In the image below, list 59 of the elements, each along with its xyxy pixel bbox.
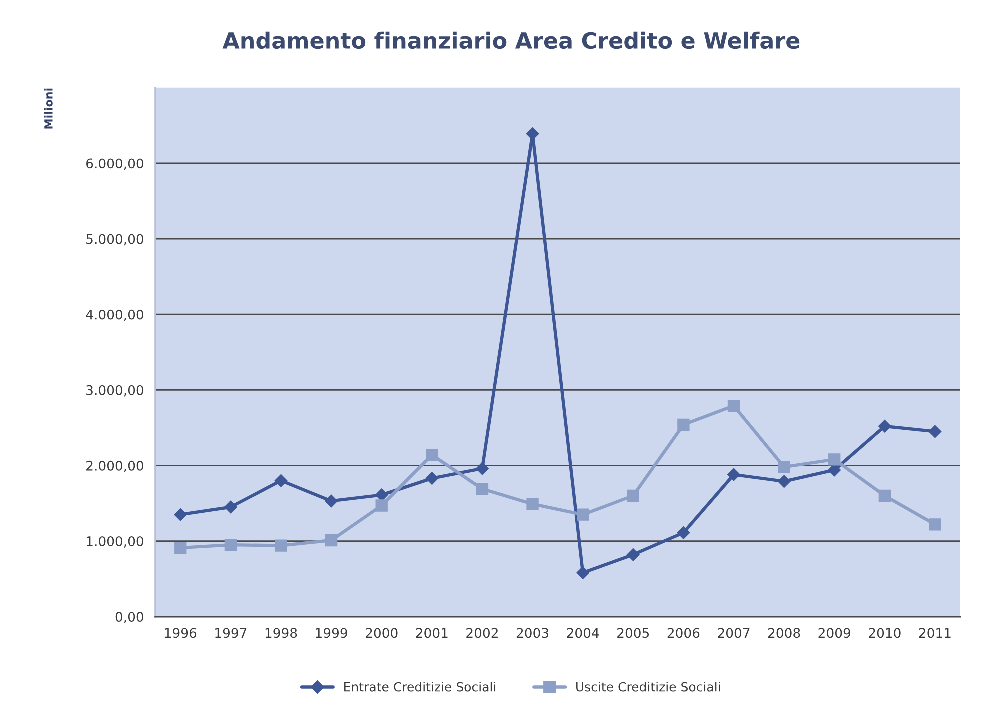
point — [224, 538, 238, 552]
point — [878, 420, 892, 433]
y-axis-title: Milioni — [44, 88, 53, 129]
point — [778, 461, 790, 474]
point — [476, 483, 489, 496]
point — [728, 468, 740, 482]
x-tick-label: 2006 — [668, 628, 700, 638]
point — [929, 518, 942, 531]
point — [778, 475, 791, 488]
y-tick-label: 6.000,00 — [86, 158, 144, 170]
x-tick-label: 2011 — [919, 628, 951, 638]
point — [526, 498, 539, 510]
x-tick-label: 2001 — [416, 628, 448, 638]
x-tick-label: 2010 — [869, 628, 901, 638]
point — [275, 540, 288, 552]
x-tick-label: 2007 — [718, 628, 750, 638]
x-tick-label: 1996 — [165, 628, 197, 638]
point — [224, 500, 238, 514]
point — [728, 400, 740, 412]
point — [577, 508, 590, 521]
point — [828, 454, 841, 466]
chart-title: Andamento finanziario Area Credito e Welfare — [222, 32, 800, 50]
point — [878, 490, 891, 502]
x-tick-label: 2005 — [618, 628, 650, 638]
point — [174, 508, 188, 522]
x-tick-label: 2004 — [567, 628, 600, 638]
legend-label: Entrate Creditizie Sociali — [344, 682, 496, 692]
x-tick-label: 2000 — [366, 628, 398, 638]
x-tick-label: 1998 — [266, 628, 298, 638]
x-tick-label: 1999 — [316, 628, 348, 638]
point — [526, 128, 540, 140]
point — [274, 474, 288, 488]
y-tick-label: 2.000,00 — [86, 460, 144, 472]
point — [376, 500, 388, 512]
x-tick-label: 2009 — [818, 628, 850, 638]
point — [174, 542, 187, 554]
legend-label: Uscite Creditizie Sociali — [576, 682, 720, 692]
point — [928, 425, 942, 438]
y-tick-label: 5.000,00 — [86, 234, 144, 246]
x-tick-label: 2003 — [516, 628, 549, 638]
point — [576, 566, 590, 580]
point — [626, 548, 640, 562]
point — [627, 490, 640, 502]
point — [325, 494, 338, 508]
point — [325, 534, 338, 547]
point — [426, 472, 439, 485]
x-tick-label: 2002 — [466, 628, 498, 638]
point — [677, 526, 690, 540]
y-tick-label: 1.000,00 — [87, 536, 144, 548]
point — [375, 488, 388, 502]
point — [476, 462, 489, 476]
y-tick-label: 3.000,00 — [86, 385, 144, 397]
y-tick-label: 4.000,00 — [86, 310, 144, 322]
x-tick-label: 2008 — [768, 628, 800, 638]
x-tick-label: 1997 — [216, 628, 247, 638]
point — [678, 418, 690, 431]
y-tick-label: 0,00 — [116, 612, 144, 624]
point — [828, 464, 842, 477]
point — [426, 449, 438, 462]
